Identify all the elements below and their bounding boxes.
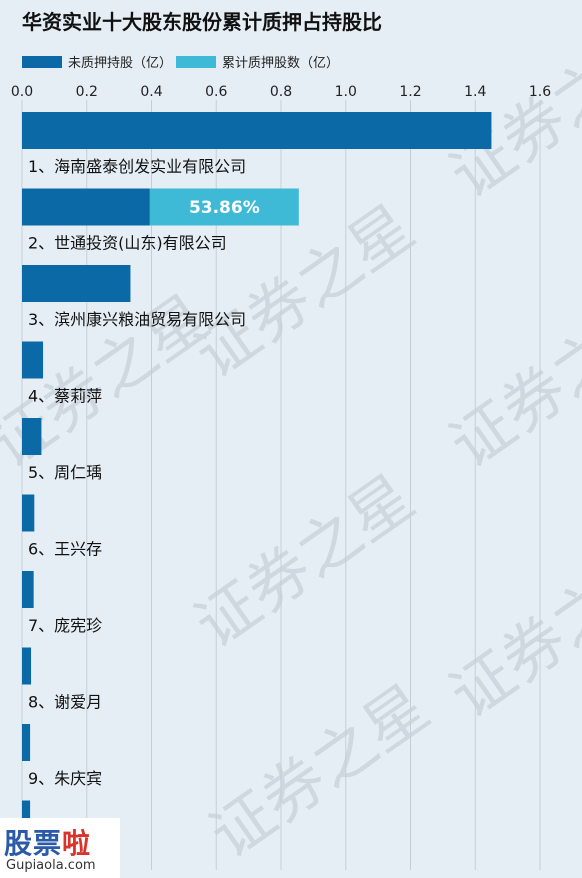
- x-tick-label: 1.6: [529, 84, 551, 100]
- category-label: 5、周仁瑀: [28, 463, 102, 482]
- legend-label-unpledged: 未质押持股（亿）: [68, 56, 173, 71]
- x-tick-label: 1.2: [399, 84, 421, 100]
- watermark-text: 证券之星: [437, 530, 582, 732]
- bar-unpledged: [22, 494, 35, 532]
- x-tick-label: 1.4: [464, 84, 486, 100]
- legend-swatch-unpledged: [22, 55, 62, 68]
- bar-unpledged: [22, 647, 32, 685]
- x-tick-label: 0.0: [11, 84, 33, 100]
- category-label: 1、海南盛泰创发实业有限公司: [28, 157, 246, 176]
- watermark-text: 证券之星: [437, 280, 582, 482]
- bar-unpledged: [22, 265, 131, 302]
- x-tick-label: 0.6: [205, 84, 227, 100]
- legend-item-unpledged: 未质押持股（亿）: [22, 52, 172, 71]
- x-tick-label: 1.0: [335, 84, 357, 100]
- category-label: 2、世通投资(山东)有限公司: [28, 234, 227, 253]
- category-label: 7、庞宪珍: [28, 616, 102, 635]
- legend-item-pledged: 累计质押股数（亿）: [176, 52, 339, 71]
- bar-unpledged: [22, 418, 42, 455]
- category-label: 9、朱庆宾: [28, 769, 102, 788]
- category-label: 3、滨州康兴粮油贸易有限公司: [28, 310, 246, 329]
- category-label: 8、谢爱月: [28, 693, 102, 712]
- x-tick-label: 0.2: [76, 84, 98, 100]
- category-label: 6、王兴存: [28, 540, 102, 559]
- site-logo: 股票啦 Gupiaola.com: [0, 818, 120, 878]
- logo-text-a: 股票: [4, 827, 63, 860]
- bar-unpledged: [22, 341, 44, 379]
- watermark-text: 证券之星: [182, 460, 427, 662]
- logo-url: Gupiaola.com: [6, 858, 96, 873]
- x-tick-label: 0.4: [140, 84, 162, 100]
- logo-text: 股票啦: [4, 822, 91, 862]
- bar-pledged: [149, 188, 299, 226]
- x-tick-label: 0.8: [270, 84, 292, 100]
- legend-label-pledged: 累计质押股数（亿）: [222, 56, 340, 71]
- logo-text-b: 啦: [62, 827, 92, 860]
- legend-swatch-pledged: [176, 55, 216, 68]
- watermark-text: 证券之星: [437, 10, 582, 212]
- category-label: 4、蔡莉萍: [28, 387, 102, 406]
- bar-unpledged: [22, 724, 31, 761]
- watermark-text: 证券之星: [197, 670, 442, 872]
- bar-percent-label: 53.86%: [189, 198, 260, 218]
- bar-unpledged: [22, 188, 150, 226]
- bar-unpledged: [22, 112, 492, 149]
- chart-title: 华资实业十大股东股份累计质押占持股比: [22, 10, 382, 34]
- bar-unpledged: [22, 571, 34, 608]
